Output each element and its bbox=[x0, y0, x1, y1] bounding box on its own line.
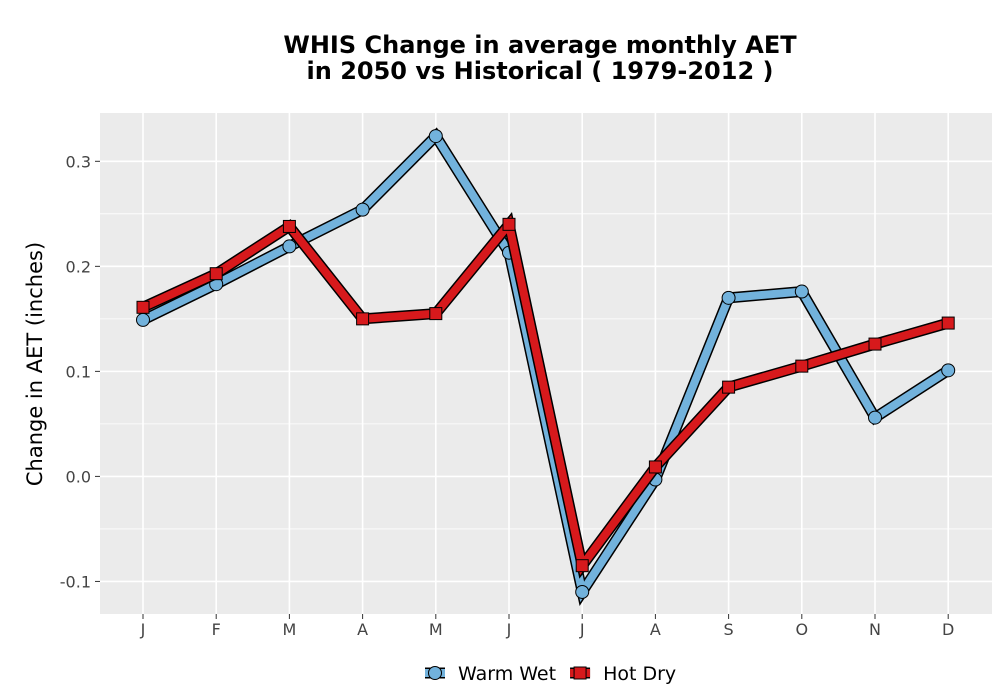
series-warm-wet bbox=[136, 127, 956, 607]
legend-key-marker bbox=[573, 666, 587, 680]
x-tick-label: M bbox=[282, 620, 296, 639]
x-tick-label: N bbox=[869, 620, 881, 639]
data-point bbox=[721, 290, 736, 305]
legend-item-warm-wet: Warm Wet bbox=[425, 663, 556, 685]
data-point bbox=[428, 129, 443, 144]
data-point bbox=[136, 312, 150, 327]
data-point bbox=[136, 300, 150, 314]
data-point bbox=[429, 307, 443, 321]
x-tick-label: J bbox=[506, 620, 512, 639]
data-point bbox=[941, 363, 956, 378]
series-hot-dry bbox=[136, 212, 955, 579]
data-point bbox=[355, 202, 370, 217]
x-tick-label: A bbox=[650, 620, 661, 639]
data-point bbox=[282, 219, 296, 233]
y-axis-ticks: -0.1 0.0 0.1 0.2 0.3 bbox=[60, 152, 100, 591]
data-point bbox=[868, 337, 882, 351]
series-line bbox=[141, 215, 950, 576]
x-tick-label: J bbox=[140, 620, 146, 639]
chart-title-line-1: WHIS Change in average monthly AET bbox=[283, 31, 797, 59]
y-tick-label: 0.3 bbox=[66, 152, 91, 171]
y-tick-label: 0.0 bbox=[66, 467, 91, 486]
x-tick-label: A bbox=[357, 620, 368, 639]
panel-background bbox=[100, 113, 992, 614]
data-point bbox=[209, 267, 223, 281]
data-series bbox=[136, 127, 956, 607]
legend-label: Warm Wet bbox=[458, 663, 556, 685]
legend-item-hot-dry: Hot Dry bbox=[570, 663, 676, 685]
data-point bbox=[575, 559, 589, 573]
data-point bbox=[941, 316, 955, 330]
legend-label: Hot Dry bbox=[603, 663, 676, 685]
data-point bbox=[794, 284, 809, 299]
plot-panel bbox=[100, 113, 992, 614]
x-tick-label: D bbox=[942, 620, 954, 639]
legend-key-marker bbox=[428, 666, 442, 680]
data-point bbox=[502, 217, 516, 231]
data-point bbox=[575, 584, 590, 599]
data-point bbox=[722, 380, 736, 394]
data-point bbox=[868, 410, 882, 425]
x-tick-label: O bbox=[796, 620, 809, 639]
data-point bbox=[356, 312, 370, 326]
x-tick-label: S bbox=[724, 620, 734, 639]
x-tick-label: J bbox=[579, 620, 585, 639]
y-tick-label: 0.2 bbox=[66, 257, 91, 276]
data-point bbox=[282, 239, 297, 254]
legend: Warm Wet Hot Dry bbox=[425, 663, 676, 685]
y-axis-label: Change in AET (inches) bbox=[23, 242, 47, 486]
y-tick-label: 0.1 bbox=[66, 362, 91, 381]
series-line bbox=[141, 129, 951, 603]
data-point bbox=[648, 460, 662, 474]
data-point bbox=[795, 359, 809, 373]
x-tick-label: F bbox=[212, 620, 221, 639]
chart-title-line-2: in 2050 vs Historical ( 1979-2012 ) bbox=[306, 57, 774, 85]
y-tick-label: -0.1 bbox=[60, 572, 91, 591]
x-tick-label: M bbox=[429, 620, 443, 639]
